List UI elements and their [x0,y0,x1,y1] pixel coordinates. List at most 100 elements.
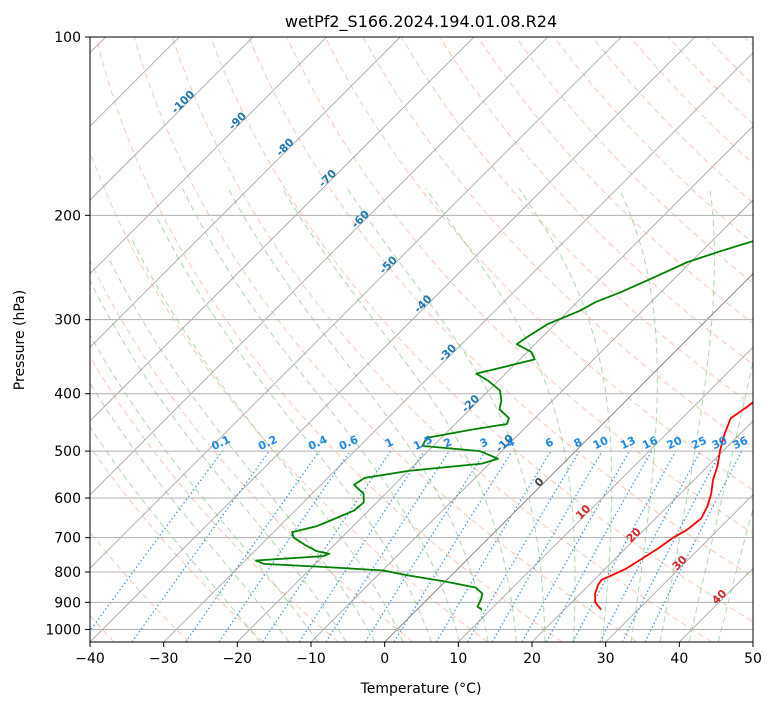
mixing-ratio-line [325,450,450,642]
x-tick-label: 20 [523,651,541,667]
isotherm-line [90,37,401,348]
mixing-ratio-line [262,450,392,642]
mixing-ratio-line [131,450,270,642]
moist-adiabat-line [618,188,658,642]
dry-adiabat-line [171,37,712,642]
moist-adiabat-line [227,188,489,642]
moist-adiabat-line [90,382,290,642]
x-tick-label: 40 [670,651,688,667]
moist-adiabat-line [688,359,753,642]
isotherm-line [679,567,753,642]
mixing-ratio-label: 36 [731,434,751,452]
isotherm-line [458,346,753,642]
y-tick-label: 400 [54,387,81,403]
mixing-ratio-label: 0.2 [256,433,279,453]
moist-adiabat-line [281,187,517,642]
y-axis-title: Pressure (hPa) [12,290,28,390]
mixing-ratio-line [90,450,223,632]
isotherm-label: -70 [316,167,339,190]
dry-adiabat-line [90,259,414,642]
isotherm-label: -60 [349,207,372,230]
moist-adiabat-line [181,188,461,642]
dry-adiabat-line [286,37,753,534]
mixing-ratio-label: 25 [689,434,708,452]
x-tick-label: 0 [380,651,389,667]
isotherm-line [384,273,753,642]
line-labels: 0.1 0.2 0.4 0.6 1 1.5 2 3 4 6 8 10 13 16 20 25 30 36-100-… [169,87,751,607]
isotherm-label: -50 [377,253,400,276]
moist-adiabat-line [90,279,347,642]
isotherm-line [752,641,753,642]
x-tick-label: 30 [597,651,615,667]
dry-adiabat-line [133,37,638,642]
isotherm-label: 20 [624,525,644,545]
x-tick-label: −40 [75,651,105,667]
y-tick-label: 500 [54,444,81,460]
background-lines [90,37,753,642]
isotherm-line [90,37,475,422]
chart-title: wetPf2_S166.2024.194.01.08.R24 [285,12,557,32]
isotherm-line [163,52,753,642]
mixing-ratio-label: 1.5 [411,433,434,453]
mixing-ratio-label: 16 [640,434,660,452]
dry-adiabat-line [324,37,753,491]
mixing-ratio-label: 20 [665,434,685,452]
moist-adiabat-line [518,187,613,642]
mixing-ratio-label: 8 [572,435,584,450]
dry-adiabat-line [248,37,753,578]
dry-adiabat-line [210,37,753,623]
isotherm-line [237,125,753,642]
dry-adiabat-line [95,37,563,642]
y-tick-label: 1000 [45,622,81,638]
isotherm-label: -80 [273,135,296,158]
mixing-ratio-line [185,450,320,642]
mixing-ratio-line [572,450,677,642]
moist-adiabat-line [717,507,753,642]
mixing-ratio-line [644,450,743,642]
mixing-ratio-label: 0.1 [209,433,232,453]
isotherm-line [90,37,622,569]
mixing-ratio-label: 13 [618,434,637,452]
dry-adiabat-line [668,37,753,125]
isotherm-line [310,199,753,642]
dry-adiabat-line [90,445,264,642]
moist-adiabat-line [90,426,261,642]
isotherm-line [531,420,753,642]
isotherm-label: -100 [169,87,198,116]
mixing-ratio-line [298,450,425,642]
isotherm-line [90,37,254,201]
dry-adiabat-line [90,531,190,642]
isotherm-line [90,37,696,642]
moist-adiabat-line [131,239,404,642]
dry-adiabat-line [515,37,753,284]
isotherm-label: -40 [411,292,434,315]
mixing-ratio-line [545,450,653,642]
x-tick-label: −20 [223,651,253,667]
x-axis: −40 −30 −20 −10 0 10 20 30 40 50 [75,642,762,667]
mixing-ratio-label: 30 [710,434,730,452]
dry-adiabat-line [744,37,753,47]
mixing-ratio-line [393,450,513,642]
moist-adiabat-line [107,256,376,642]
moist-adiabat-line [346,187,546,642]
isotherm-label: 40 [709,587,729,607]
moist-adiabat-line [90,334,319,642]
mixing-ratio-label: 1 [383,435,395,450]
x-axis-title: Temperature (°C) [360,681,482,697]
isotherm-line [90,37,548,496]
moist-adiabat-line [155,215,432,642]
y-tick-label: 100 [54,30,81,46]
dewpoint-line [255,240,753,611]
mixing-ratio-line [521,450,631,642]
y-axis: 100 200 300 400 500 600 700 800 900 1000 [45,30,90,638]
zero-isotherm-line [384,272,753,642]
mixing-ratio-label: 0.6 [337,433,360,453]
y-tick-label: 700 [54,531,81,547]
mixing-ratio-label: 0.4 [306,433,329,453]
mixing-ratio-label: 10 [591,434,611,452]
x-tick-label: 50 [744,651,762,667]
plot-frame [89,36,754,643]
temperature-line [594,401,753,611]
dry-adiabat-line [90,150,488,642]
